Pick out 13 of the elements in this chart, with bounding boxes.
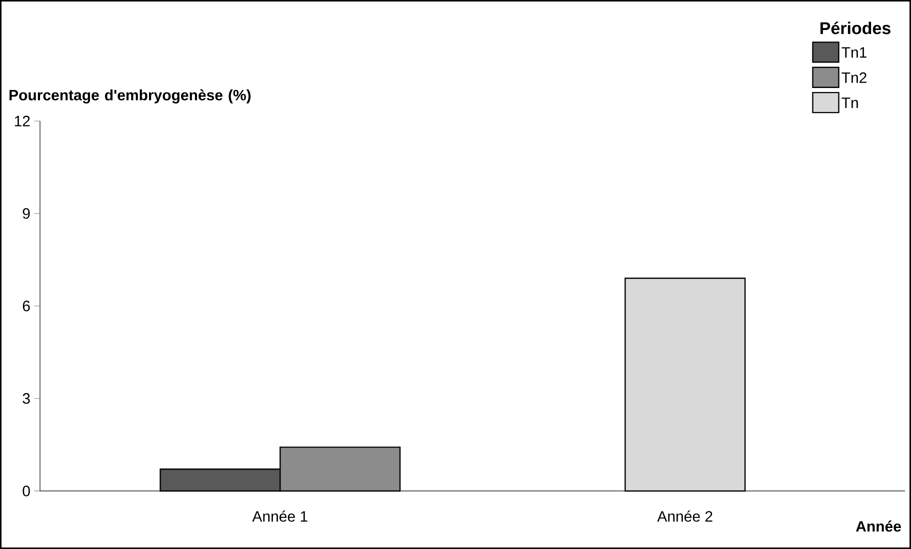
y-tick-label: 0: [22, 486, 30, 496]
y-tick-label: 6: [22, 300, 30, 312]
legend-title: Périodes: [820, 22, 890, 34]
legend-label: Tn1: [842, 47, 866, 58]
y-tick-label: 12: [14, 116, 30, 126]
y-tick-label: 9: [22, 208, 30, 219]
y-axis-title: Pourcentage d'embryogenèse (%): [10, 89, 251, 104]
x-axis-title: Année: [856, 520, 901, 532]
y-tick-label: 3: [22, 393, 30, 404]
x-tick-label: Année 1: [252, 510, 308, 522]
x-tick-label: Année 2: [657, 510, 712, 522]
legend-label: Tn2: [842, 72, 866, 83]
legend-label: Tn: [842, 98, 858, 108]
